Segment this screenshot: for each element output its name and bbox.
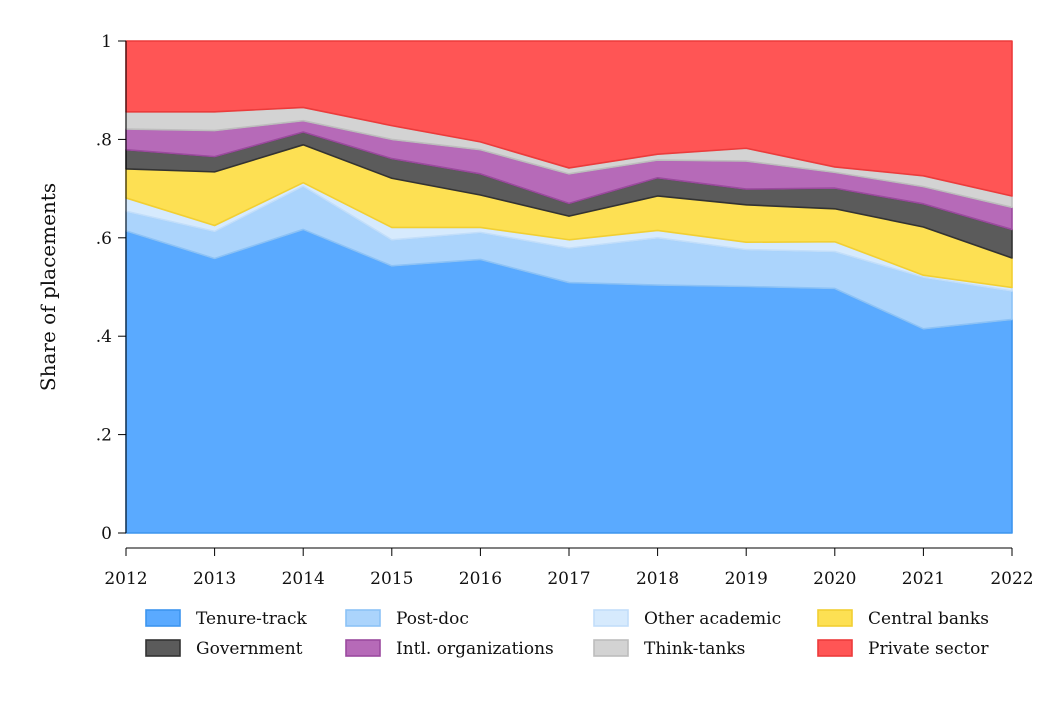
legend-swatch-private-sector: [817, 639, 853, 657]
y-tick-label-5: 1: [101, 32, 112, 52]
legend-swatch-government: [145, 639, 181, 657]
legend-swatch-intl-organizations: [345, 639, 381, 657]
x-tick-label-6: 2018: [636, 569, 679, 589]
legend-item-intl-organizations: Intl. organizations: [345, 639, 554, 659]
y-tick-label-2: .4: [96, 327, 112, 347]
legend-swatch-other-academic: [593, 609, 629, 627]
legend-item-think-tanks: Think-tanks: [593, 639, 745, 659]
x-tick-label-0: 2012: [104, 569, 147, 589]
legend-item-other-academic: Other academic: [593, 609, 781, 629]
legend-label-private-sector: Private sector: [868, 639, 989, 659]
legend-item-post-doc: Post-doc: [345, 609, 469, 629]
x-tick-layer: 2012 2013 2014 2015 2016 2017 2018 2019 2020 2021…: [104, 548, 1034, 589]
legend-label-central-banks: Central banks: [868, 609, 989, 629]
y-tick-label-1: .2: [96, 426, 112, 446]
y-tick-label-3: .6: [96, 229, 112, 249]
x-tick-label-3: 2015: [370, 569, 413, 589]
area-layer: [125, 40, 1013, 534]
x-tick-label-4: 2016: [459, 569, 502, 589]
x-tick-label-10: 2022: [990, 569, 1033, 589]
legend-label-tenure-track: Tenure-track: [196, 609, 308, 629]
y-tick-label-0: 0: [101, 524, 112, 544]
legend-swatch-central-banks: [817, 609, 853, 627]
y-tick-label-4: .8: [96, 130, 112, 150]
legend-item-tenure-track: Tenure-track: [145, 609, 308, 629]
area-private-sector: [125, 40, 1013, 197]
x-tick-label-5: 2017: [547, 569, 590, 589]
legend-item-private-sector: Private sector: [817, 639, 989, 659]
x-tick-label-8: 2020: [813, 569, 856, 589]
x-tick-label-1: 2013: [193, 569, 236, 589]
x-tick-label-7: 2019: [725, 569, 768, 589]
y-tick-layer: 0 .2 .4 .6 .8 1: [96, 32, 126, 544]
legend-swatch-post-doc: [345, 609, 381, 627]
legend-label-government: Government: [196, 639, 303, 659]
x-tick-label-2: 2014: [282, 569, 325, 589]
x-tick-label-9: 2021: [902, 569, 945, 589]
y-axis-title: Share of placements: [36, 183, 60, 391]
legend-label-intl-organizations: Intl. organizations: [396, 639, 554, 659]
legend-label-think-tanks: Think-tanks: [644, 639, 745, 659]
legend-swatch-think-tanks: [593, 639, 629, 657]
legend-item-central-banks: Central banks: [817, 609, 989, 629]
legend-item-government: Government: [145, 639, 303, 659]
legend-swatch-tenure-track: [145, 609, 181, 627]
legend-label-other-academic: Other academic: [644, 609, 781, 629]
legend-label-post-doc: Post-doc: [396, 609, 469, 629]
legend: Tenure-track Post-doc Other academic Centra…: [145, 609, 989, 659]
